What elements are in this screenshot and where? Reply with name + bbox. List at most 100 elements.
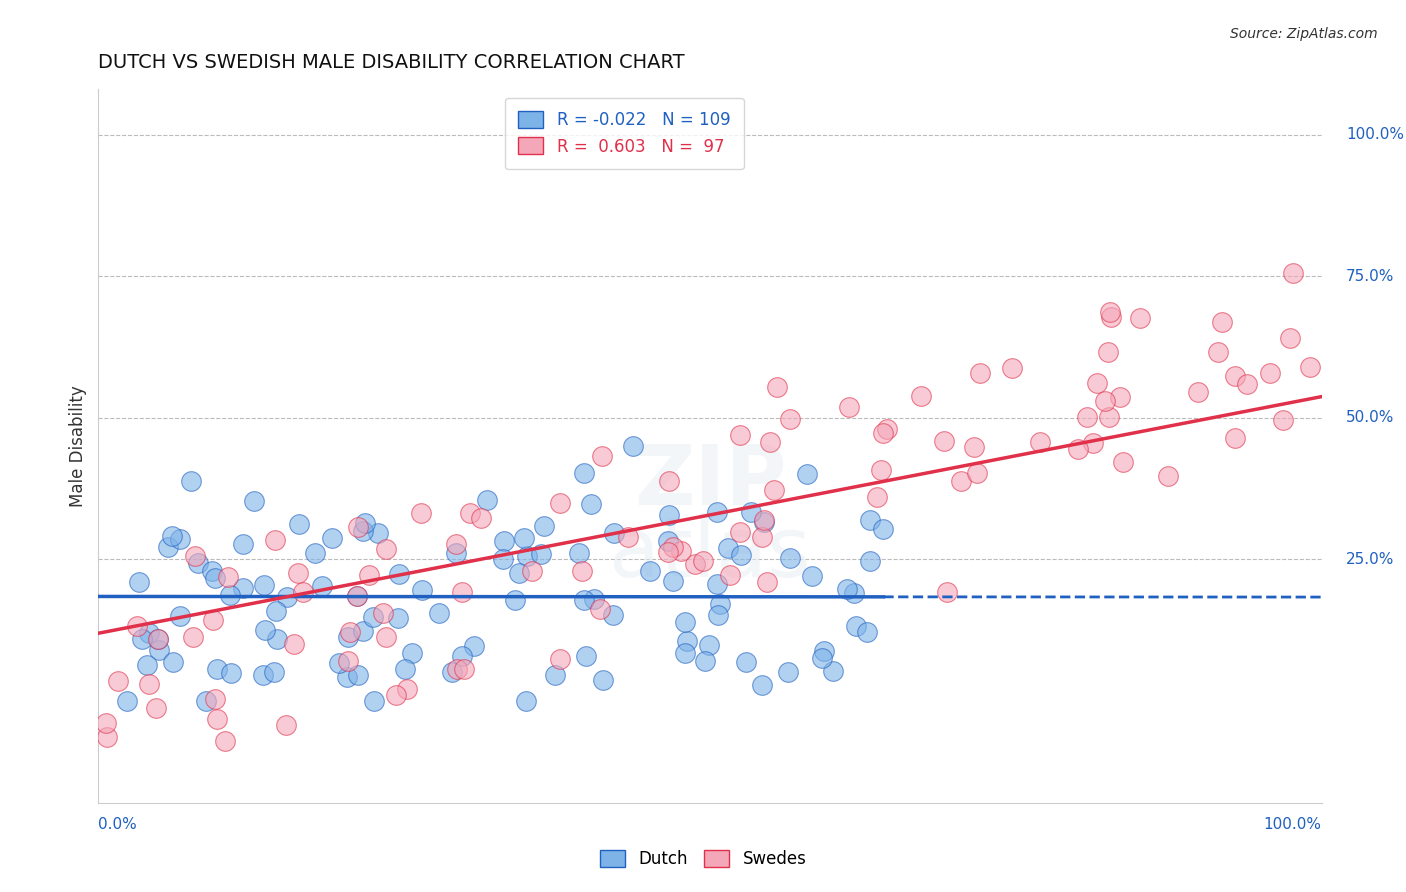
Point (823, 664, 845, 678)
Point (292, 585, 315, 599)
Point (603, 526, 626, 541)
Point (779, 550, 801, 565)
Point (363, 694, 385, 708)
Point (718, 568, 741, 582)
Point (266, 632, 288, 647)
Point (859, 553, 882, 567)
Point (1278, 331, 1301, 345)
Point (453, 662, 475, 676)
Point (253, 578, 276, 592)
Point (508, 566, 530, 581)
Point (288, 516, 311, 531)
Point (201, 564, 224, 578)
Text: 25.0%: 25.0% (1346, 552, 1395, 566)
Y-axis label: Male Disability: Male Disability (69, 385, 87, 507)
Point (169, 609, 191, 624)
Point (966, 466, 988, 480)
Point (963, 441, 986, 455)
Point (107, 674, 129, 689)
Point (274, 718, 297, 732)
Point (328, 657, 350, 671)
Point (138, 677, 160, 691)
Point (530, 547, 553, 561)
Point (264, 604, 287, 618)
Point (463, 639, 485, 653)
Point (1094, 393, 1116, 408)
Point (1098, 305, 1121, 319)
Point (730, 549, 752, 563)
Point (346, 589, 368, 603)
Point (1236, 376, 1258, 391)
Point (1206, 344, 1229, 359)
Point (136, 658, 159, 673)
Point (657, 508, 679, 522)
Point (754, 513, 776, 527)
Point (346, 589, 368, 603)
Point (856, 624, 879, 639)
Point (1098, 409, 1121, 424)
Point (676, 633, 699, 648)
Point (1299, 359, 1322, 374)
Point (219, 588, 242, 602)
Point (444, 546, 467, 560)
Text: 50.0%: 50.0% (1346, 410, 1395, 425)
Point (638, 564, 661, 578)
Point (475, 493, 498, 508)
Point (492, 551, 515, 566)
Point (169, 533, 191, 547)
Point (470, 511, 492, 525)
Point (755, 574, 778, 589)
Point (243, 494, 266, 508)
Point (214, 734, 236, 748)
Point (835, 582, 858, 596)
Text: 75.0%: 75.0% (1346, 268, 1395, 284)
Point (661, 574, 683, 588)
Point (352, 624, 374, 639)
Point (796, 467, 818, 481)
Point (162, 656, 184, 670)
Point (232, 537, 254, 551)
Point (574, 466, 596, 480)
Point (872, 426, 894, 441)
Point (1108, 390, 1130, 404)
Point (707, 608, 730, 623)
Text: 100.0%: 100.0% (1264, 817, 1322, 832)
Point (932, 434, 955, 448)
Point (263, 533, 285, 547)
Point (131, 632, 153, 646)
Point (709, 597, 731, 611)
Point (125, 619, 148, 633)
Point (657, 545, 679, 559)
Point (148, 642, 170, 657)
Point (96, 716, 118, 731)
Point (1097, 345, 1119, 359)
Point (568, 546, 591, 560)
Point (1223, 369, 1246, 384)
Point (1112, 454, 1135, 468)
Point (336, 670, 359, 684)
Point (779, 412, 801, 426)
Point (205, 712, 228, 726)
Point (363, 610, 385, 624)
Point (673, 615, 696, 629)
Point (304, 546, 326, 560)
Point (401, 646, 423, 660)
Point (579, 497, 602, 511)
Point (844, 619, 866, 633)
Point (662, 540, 685, 554)
Point (354, 516, 377, 531)
Point (347, 520, 370, 534)
Point (838, 400, 860, 414)
Point (359, 568, 381, 582)
Point (276, 590, 298, 604)
Point (548, 496, 571, 510)
Legend: Dutch, Swedes: Dutch, Swedes (593, 843, 813, 875)
Point (427, 606, 450, 620)
Point (592, 673, 614, 687)
Point (1085, 376, 1108, 391)
Text: 0.0%: 0.0% (98, 817, 138, 832)
Point (205, 662, 228, 676)
Point (876, 422, 898, 436)
Point (311, 579, 333, 593)
Point (762, 483, 785, 497)
